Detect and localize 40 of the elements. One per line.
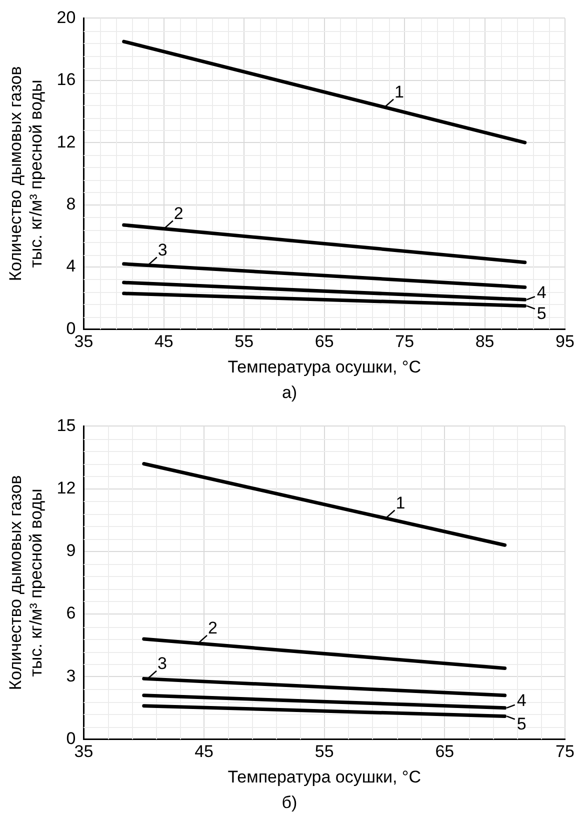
legend-label: 4 [536,282,546,302]
y-tick-label: 0 [66,318,76,338]
x-tick-label: 35 [74,742,94,762]
legend-label: 4 [516,691,526,710]
x-tick-label: 45 [154,332,174,352]
x-axis-title: Температура осушки, °C [228,767,421,786]
legend-label: 3 [157,654,167,674]
y-tick-label: 12 [56,478,76,498]
text: а) [280,382,298,404]
x-axis-title: Температура осушки, °C [228,357,421,376]
x-tick-label: 75 [556,742,574,762]
x-tick-label: 75 [395,332,414,352]
y-axis-title: Количество дымовых газов тыс. кг/м³ пресной воды [6,475,46,690]
x-tick-label: 45 [194,742,214,762]
y-tick-label: 12 [56,132,76,152]
y-tick-label: 9 [66,541,76,560]
legend-label: 1 [396,493,406,512]
legend-label: 3 [158,240,168,260]
y-tick-label: 16 [56,70,76,90]
legend-label: 5 [536,304,546,324]
x-tick-label: 55 [314,742,334,762]
x-tick-label: 95 [556,332,574,352]
y-tick-label: 8 [66,194,76,214]
y-tick-label: 20 [56,8,76,27]
y-tick-label: 0 [66,728,76,748]
legend-label: 2 [208,618,218,638]
legend-label: 1 [394,82,404,102]
x-tick-label: 55 [234,332,254,352]
y-axis-title: Количество дымовых газов тыс. кг/м³ пресной воды [6,66,46,282]
y-tick-label: 15 [56,416,76,435]
legend-label: 5 [516,714,526,734]
legend-label: 2 [174,204,184,223]
y-tick-label: 4 [66,256,76,276]
text: б) [280,792,298,814]
x-tick-label: 65 [314,332,334,352]
y-tick-label: 6 [66,604,76,623]
x-tick-label: 85 [475,332,494,352]
y-tick-label: 3 [66,666,76,686]
x-tick-label: 65 [435,742,454,762]
x-tick-label: 35 [74,332,94,352]
